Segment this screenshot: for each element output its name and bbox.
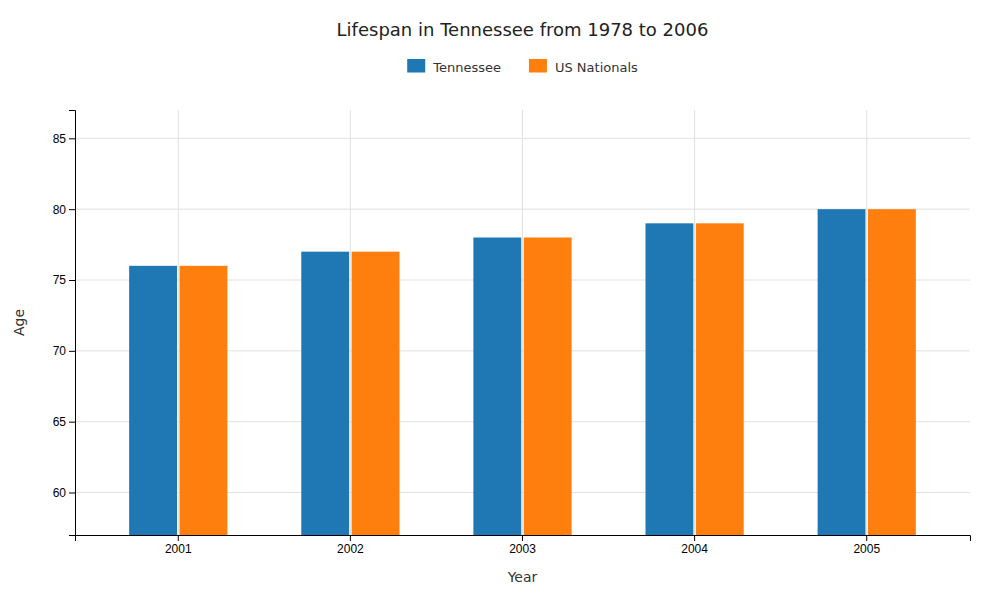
series bbox=[180, 209, 916, 535]
y-axis-title: Age bbox=[11, 309, 27, 336]
bar bbox=[818, 209, 866, 535]
legend-label: Tennessee bbox=[432, 60, 501, 75]
y-tick-label: 75 bbox=[53, 273, 67, 287]
x-tick-label: 2004 bbox=[681, 542, 708, 556]
x-tick: 2002 bbox=[337, 535, 364, 556]
grid-line-x bbox=[522, 110, 523, 535]
x-tick-label: 2003 bbox=[509, 542, 536, 556]
y-tick: 60 bbox=[53, 486, 75, 500]
y-axis: 60 65 70 75 80 85 bbox=[53, 111, 76, 536]
x-axis: 2001 2002 2003 2004 2005 bbox=[76, 535, 971, 556]
grid-line-x bbox=[694, 110, 695, 535]
y-tick-mark bbox=[69, 351, 75, 352]
x-tick: 2001 bbox=[165, 535, 192, 556]
y-tick-label: 65 bbox=[53, 415, 67, 429]
x-tick-mark bbox=[178, 535, 179, 541]
y-axis-line bbox=[69, 111, 76, 536]
x-tick: 2004 bbox=[681, 535, 708, 556]
y-tick-mark bbox=[69, 209, 75, 210]
bar bbox=[868, 209, 916, 535]
bar bbox=[129, 266, 177, 535]
y-tick: 75 bbox=[53, 273, 75, 287]
x-tick: 2005 bbox=[853, 535, 880, 556]
x-tick-mark bbox=[522, 535, 523, 541]
x-tick-mark bbox=[866, 535, 867, 541]
x-axis-title: Year bbox=[507, 569, 538, 585]
x-tick: 2003 bbox=[509, 535, 536, 556]
grid-line-x bbox=[866, 110, 867, 535]
legend-item: US Nationals bbox=[529, 59, 638, 75]
chart: 2001 2002 2003 2004 2005 60 65 70 75 80 85 Year Age L… bbox=[0, 0, 1000, 600]
plot: 2001 2002 2003 2004 2005 60 65 70 75 80 85 bbox=[53, 110, 971, 600]
series bbox=[129, 209, 865, 535]
grid-line-x bbox=[350, 110, 351, 535]
grid-line-x bbox=[178, 110, 179, 535]
y-tick-mark bbox=[69, 422, 75, 423]
legend-label: US Nationals bbox=[555, 60, 638, 75]
legend-item: Tennessee bbox=[407, 59, 501, 75]
bar bbox=[645, 223, 693, 535]
legend-swatch bbox=[529, 59, 547, 73]
bar bbox=[696, 223, 744, 535]
x-tick-label: 2002 bbox=[337, 542, 364, 556]
bar bbox=[301, 252, 349, 535]
x-tick-label: 2005 bbox=[853, 542, 880, 556]
bars bbox=[129, 209, 916, 535]
bar bbox=[473, 238, 521, 536]
y-tick-mark bbox=[69, 138, 75, 139]
bar bbox=[524, 238, 572, 536]
x-tick-mark bbox=[350, 535, 351, 541]
legend: Tennessee US Nationals bbox=[407, 59, 638, 75]
y-tick-label: 60 bbox=[53, 486, 67, 500]
y-tick-mark bbox=[69, 493, 75, 494]
y-tick: 80 bbox=[53, 203, 75, 217]
y-tick-label: 85 bbox=[53, 132, 67, 146]
x-tick-mark bbox=[694, 535, 695, 541]
y-tick: 70 bbox=[53, 344, 75, 358]
y-tick: 65 bbox=[53, 415, 75, 429]
y-tick-label: 80 bbox=[53, 203, 67, 217]
title: Lifespan in Tennessee from 1978 to 2006 bbox=[337, 19, 709, 40]
y-tick: 85 bbox=[53, 132, 75, 146]
bar bbox=[352, 252, 400, 535]
x-axis-line bbox=[76, 536, 971, 542]
y-tick-mark bbox=[69, 280, 75, 281]
legend-swatch bbox=[407, 59, 425, 73]
x-tick-label: 2001 bbox=[165, 542, 192, 556]
y-tick-label: 70 bbox=[53, 344, 67, 358]
bar bbox=[180, 266, 228, 535]
